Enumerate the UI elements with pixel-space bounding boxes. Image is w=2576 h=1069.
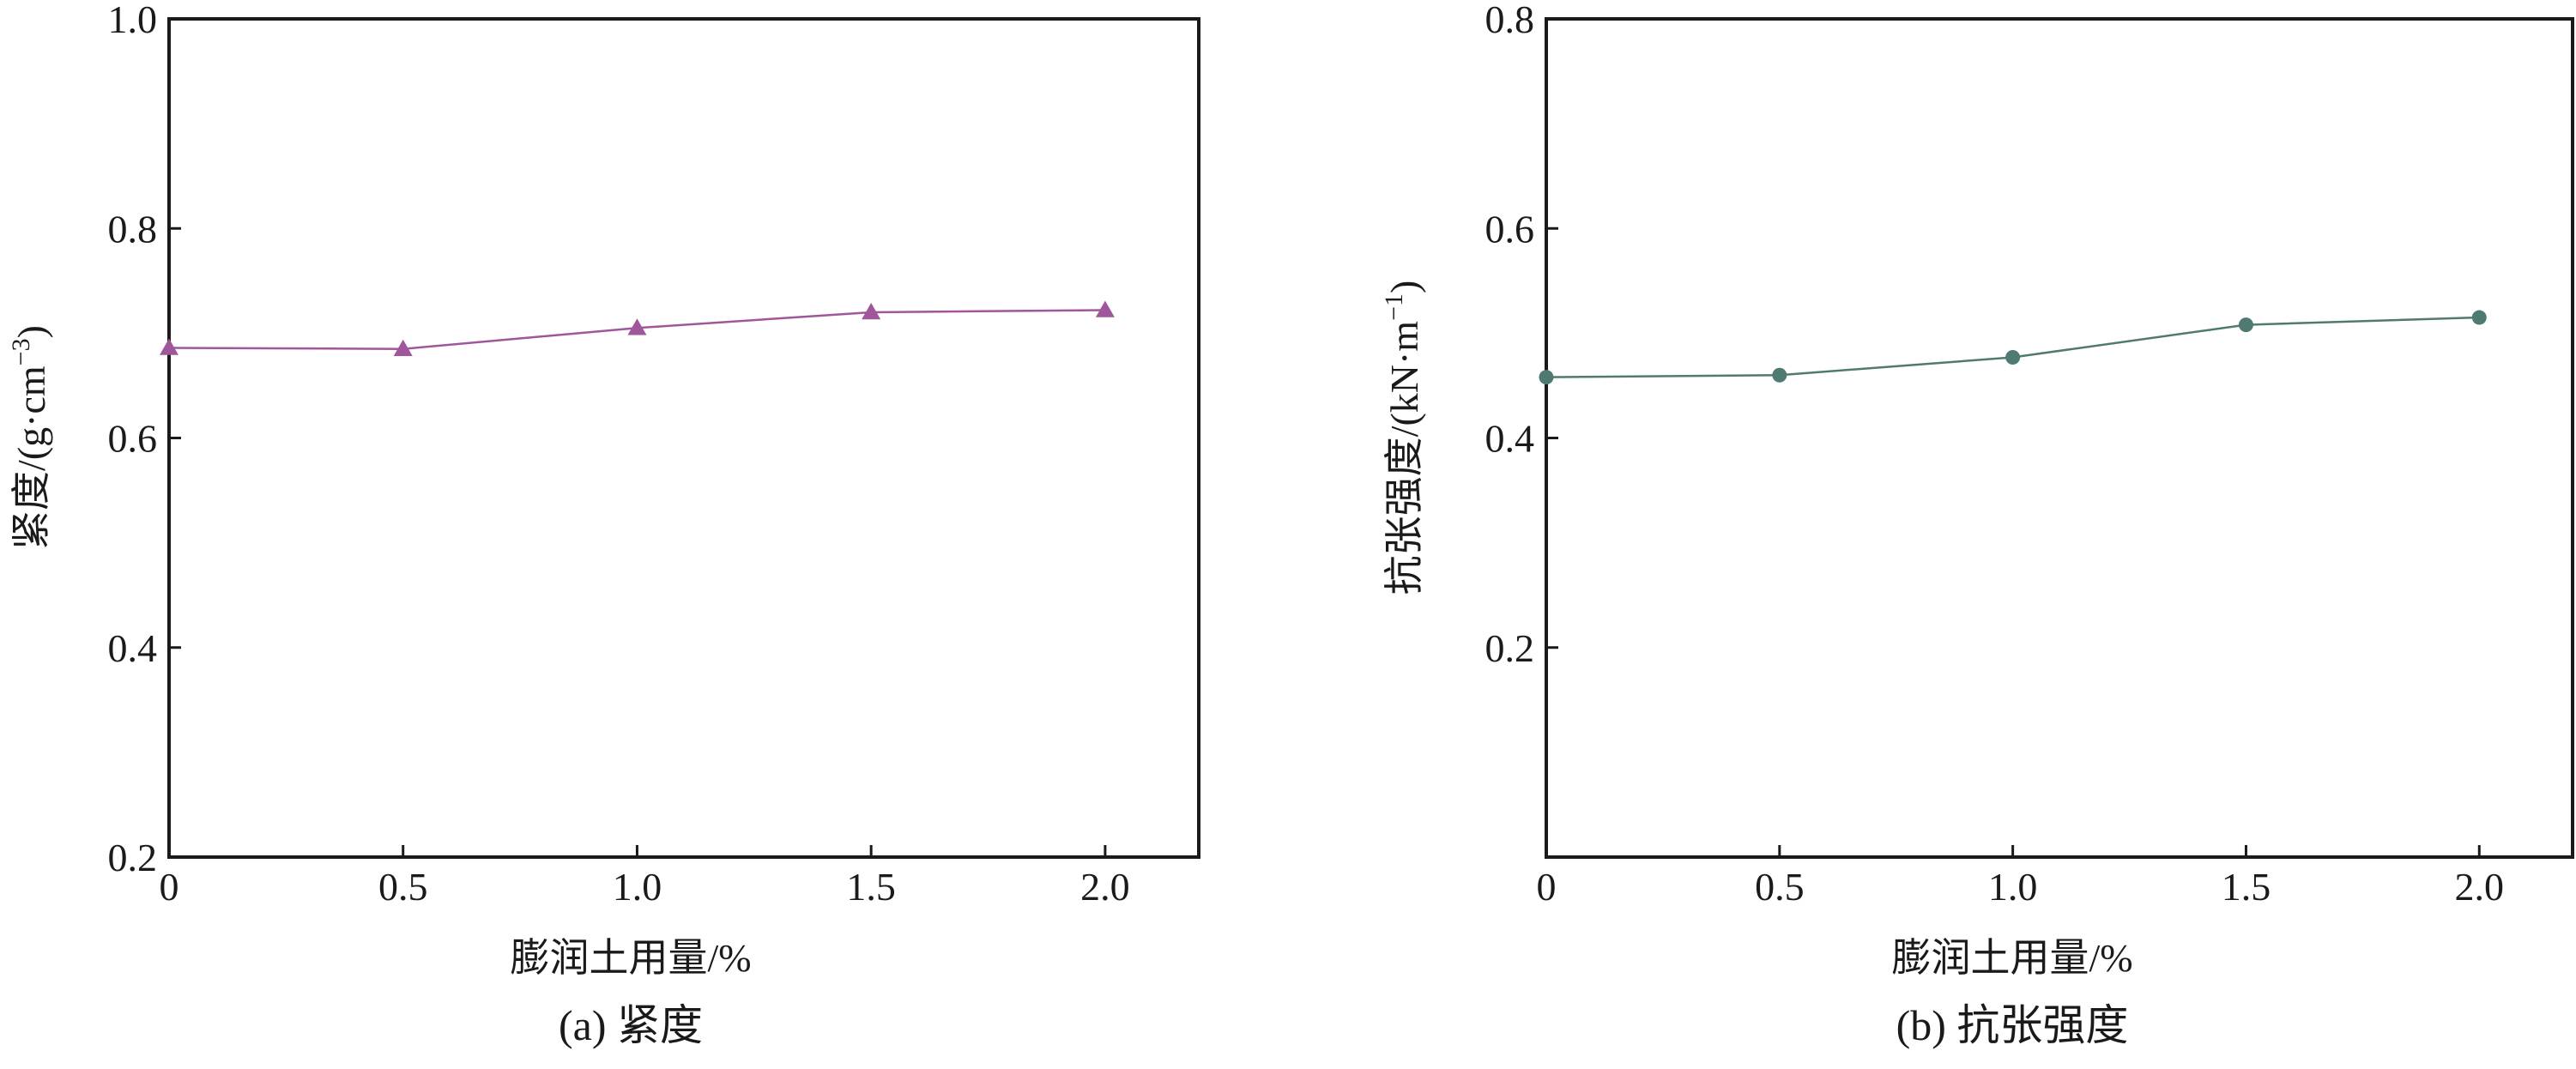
panel-b-y-tick-label: 0.4	[1485, 417, 1535, 461]
panel-b-y-tick-label: 0.2	[1485, 626, 1535, 670]
panel-a-y-tick-label: 1.0	[108, 0, 158, 41]
panel-a-y-tick-label: 0.4	[108, 626, 158, 670]
panel-b-data-point	[1772, 367, 1787, 383]
panel-b-series-line	[1545, 316, 2480, 378]
panel-b-frame	[1545, 17, 2574, 859]
panel-a-x-axis-title: 膨润土用量/%	[510, 936, 751, 980]
panel-a: 0 0.5 1.0 1.5 2.0 0.2 0.4 0.6 0.8 1.0 膨润土用量/% 紧度/…	[7, 0, 1200, 1049]
panel-a-data-point	[1095, 300, 1115, 317]
panel-b-data-point	[1539, 370, 1554, 385]
panel-a-data-point	[627, 318, 647, 335]
panel-b: 0 0.5 1.0 1.5 2.0 0.2 0.4 0.6 0.8 膨润土用量/% 抗张强度/(…	[1380, 0, 2574, 1049]
panel-b-x-tick-label: 2.0	[2455, 865, 2505, 909]
panel-b-y-tick-label: 0.8	[1485, 0, 1535, 41]
panel-b-x-axis-title: 膨润土用量/%	[1891, 936, 2132, 980]
panel-a-data-point	[862, 302, 881, 320]
panel-b-y-tick-label: 0.6	[1485, 207, 1535, 251]
panel-a-y-tick-label: 0.8	[108, 207, 158, 251]
panel-b-data-point	[2005, 349, 2021, 365]
panel-a-y-tick-label: 0.2	[108, 836, 158, 879]
panel-b-caption: (b) 抗张强度	[1896, 1001, 2129, 1049]
panel-a-y-tick-label: 0.6	[108, 417, 158, 461]
panel-a-caption: (a) 紧度	[559, 1001, 703, 1049]
panel-a-data-point	[160, 338, 178, 355]
panel-b-x-tick-label: 0.5	[1755, 865, 1805, 909]
panel-a-frame	[167, 17, 1200, 859]
panel-a-marks	[160, 300, 1115, 356]
panel-b-x-tick-label: 0	[1537, 865, 1557, 909]
panel-b-marks	[1539, 310, 2487, 385]
panel-a-x-tick-label: 1.0	[613, 865, 662, 909]
panel-b-ticks: 0 0.5 1.0 1.5 2.0 0.2 0.4 0.6 0.8	[1485, 0, 2505, 909]
panel-b-x-tick-label: 1.5	[2222, 865, 2271, 909]
panel-b-data-point	[2238, 317, 2253, 333]
panel-a-x-tick-label: 0	[160, 865, 179, 909]
panel-a-ticks: 0 0.5 1.0 1.5 2.0 0.2 0.4 0.6 0.8 1.0	[108, 0, 1130, 909]
panel-a-x-tick-label: 1.5	[846, 865, 896, 909]
panel-a-y-axis-title: 紧度/(g·cm−3)	[7, 325, 53, 550]
panel-b-y-axis-title: 抗张强度/(kN·m−1)	[1380, 281, 1426, 595]
panel-a-data-point	[393, 339, 413, 356]
panel-b-x-tick-label: 1.0	[1988, 865, 2038, 909]
panel-a-x-tick-label: 0.5	[378, 865, 428, 909]
panel-a-x-tick-label: 2.0	[1080, 865, 1130, 909]
panel-b-data-point	[2471, 310, 2487, 325]
